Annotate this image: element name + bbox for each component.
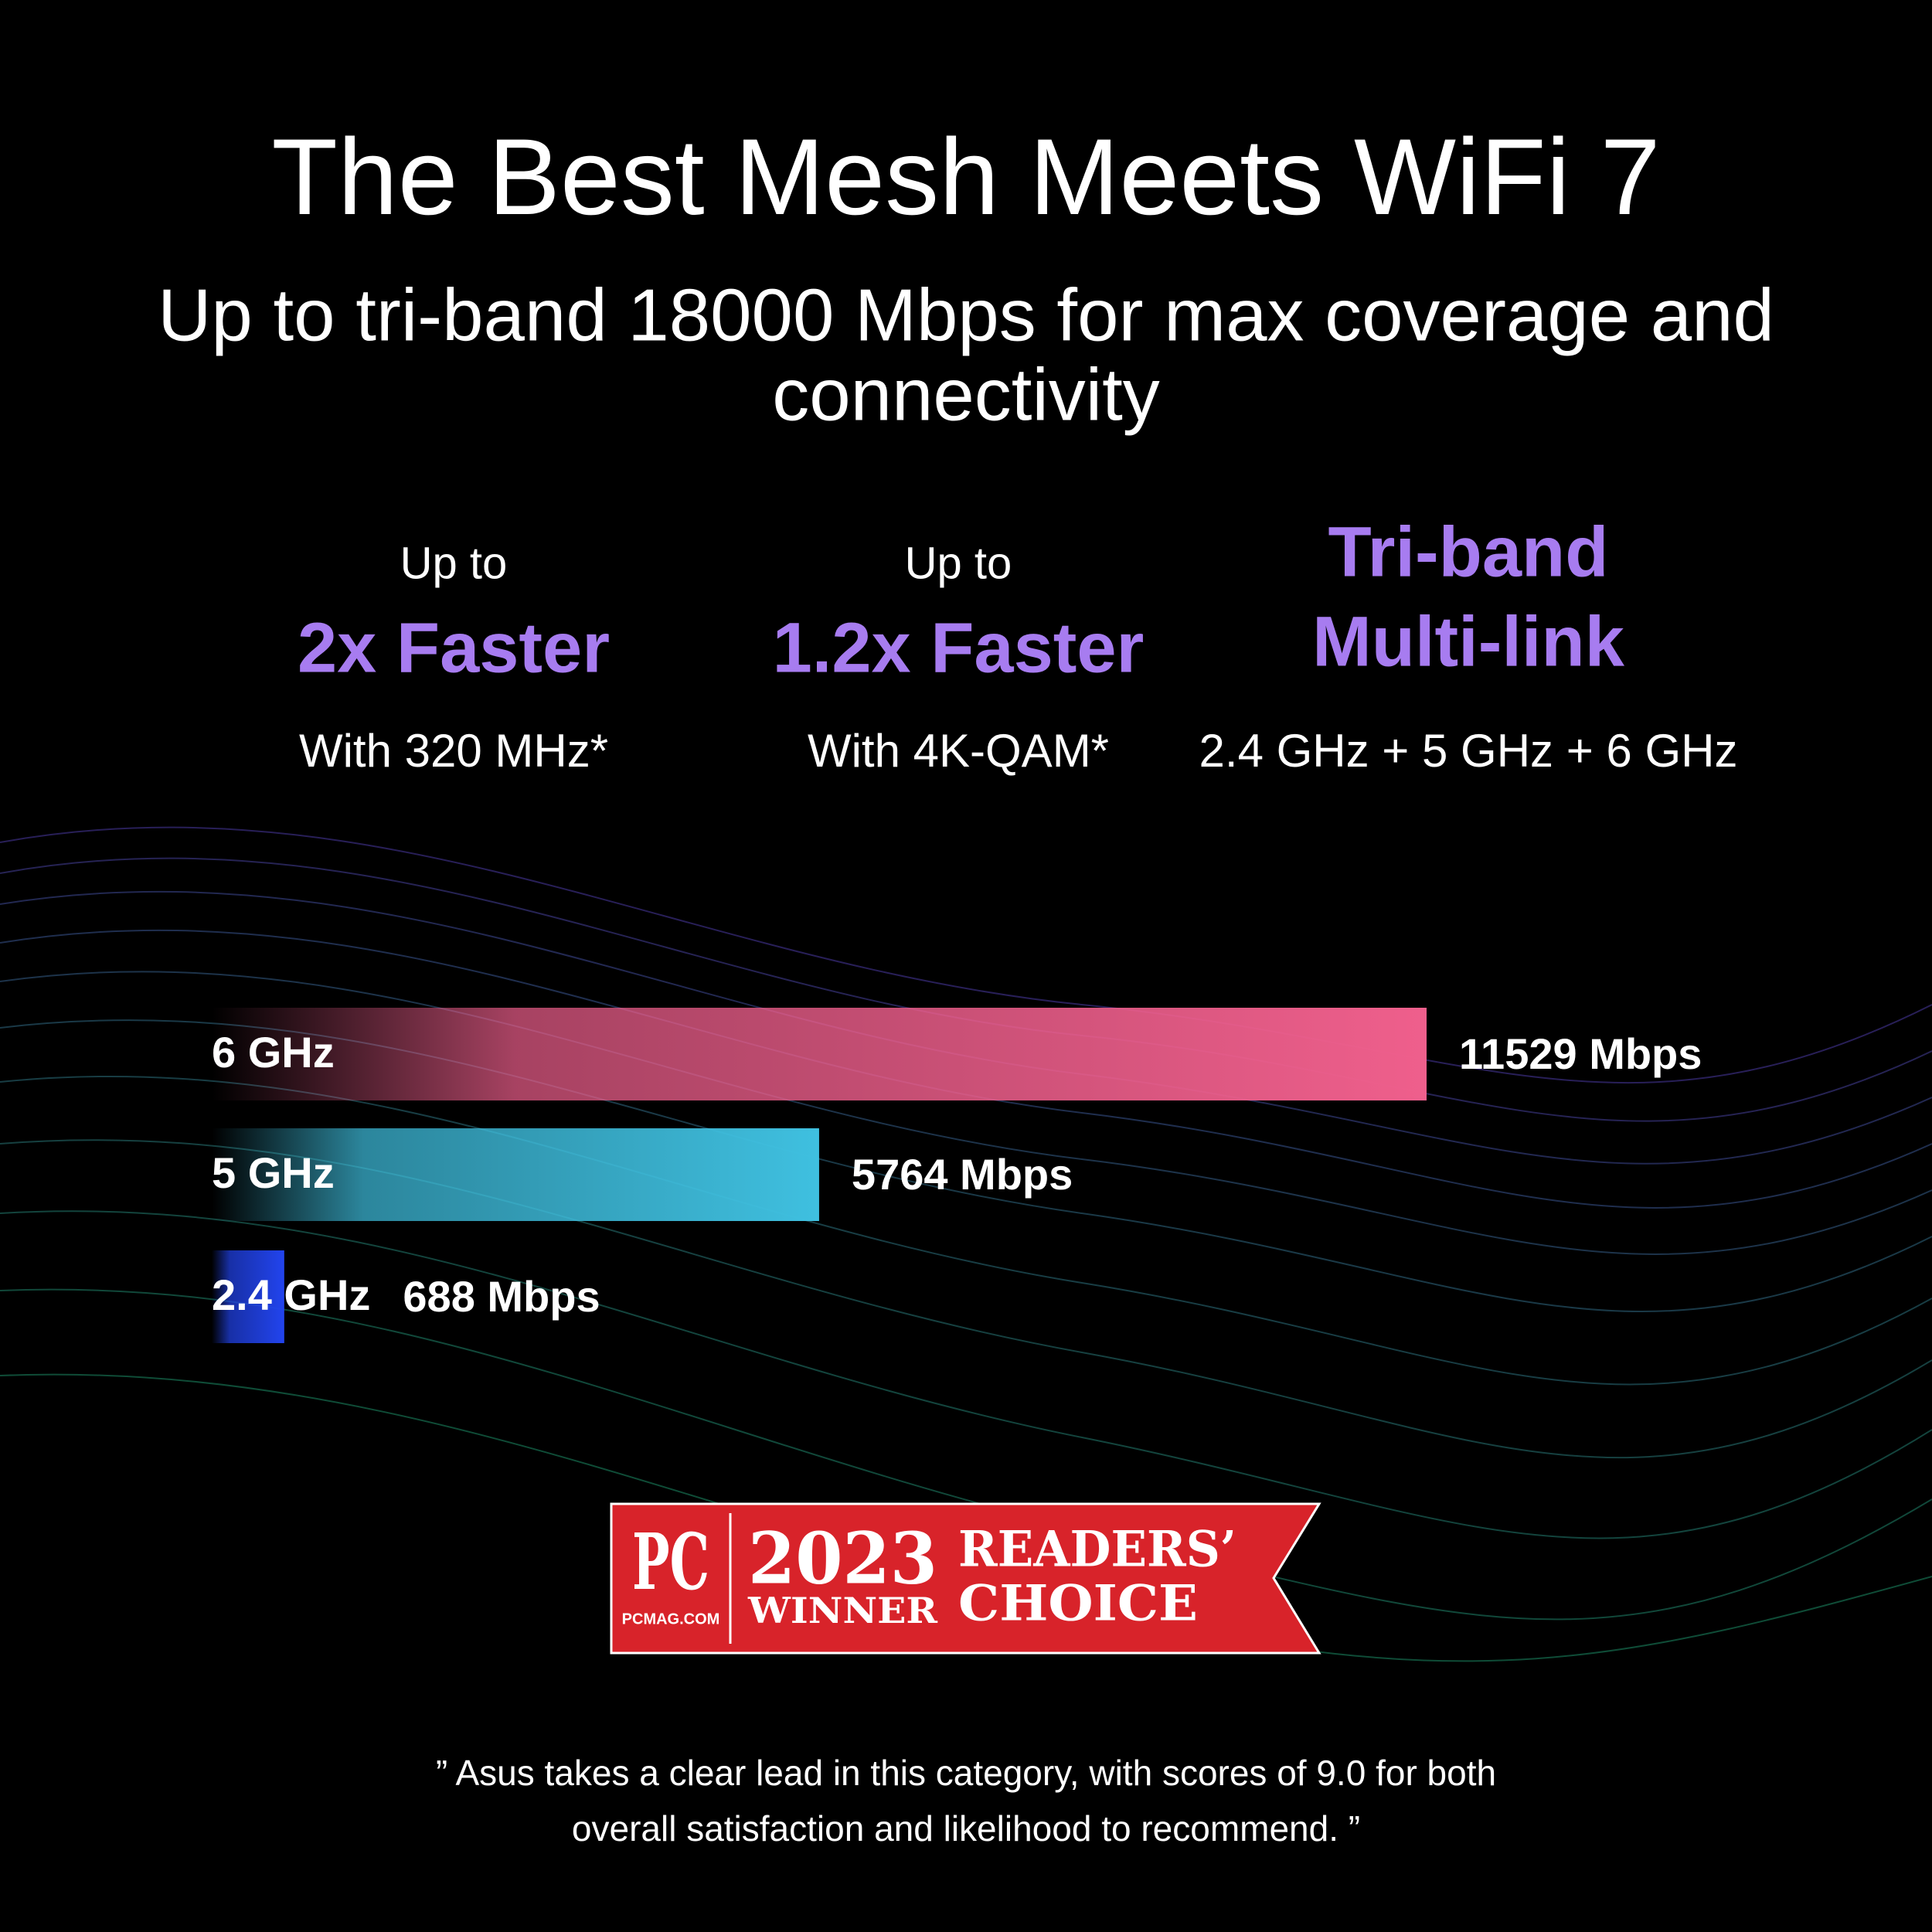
bar [212, 1128, 819, 1221]
bar-label: 2.4 GHz [212, 1270, 370, 1319]
badge-award: READERS’ [958, 1521, 1236, 1579]
badge-award: CHOICE [958, 1575, 1198, 1633]
feature-headline: Multi-link [1312, 602, 1625, 681]
value-label: 688 Mbps [403, 1272, 600, 1321]
subtitle: Up to tri-band 18000 Mbps for max covera… [158, 274, 1774, 356]
badge-year: 2023 [748, 1517, 937, 1600]
quote: overall satisfaction and likelihood to r… [572, 1808, 1360, 1849]
feature-lead: Up to [400, 538, 508, 588]
bar [212, 1250, 284, 1343]
features: Up to 2x Faster With 320 MHz* Up to 1.2x Fas… [298, 512, 1737, 777]
subtitle: connectivity [772, 353, 1160, 436]
feature-detail: With 320 MHz* [299, 725, 608, 777]
feature-lead: Up to [905, 538, 1012, 588]
badge-winner: WINNER [747, 1590, 938, 1631]
speed-chart: 6 GHz 11529 Mbps 5 GHz 5764 Mbps 2.4 GHz 688 … [212, 1008, 1702, 1343]
value-label: 5764 Mbps [852, 1150, 1073, 1199]
bar [212, 1008, 1427, 1100]
quote: ” Asus takes a clear lead in this catego… [436, 1753, 1496, 1793]
award-badge: PC PCMAG.COM 2023 WINNER READERS’ CHOICE [610, 1502, 1321, 1655]
feature-headline: Tri-band [1328, 512, 1609, 591]
feature-headline: 2x Faster [298, 608, 610, 687]
value-label: 11529 Mbps [1459, 1029, 1702, 1078]
bar-label: 5 GHz [212, 1148, 335, 1197]
badge-logo: PC [632, 1516, 709, 1607]
feature-detail: With 4K-QAM* [808, 725, 1109, 777]
badge-site: PCMAG.COM [622, 1611, 720, 1628]
feature-headline: 1.2x Faster [773, 608, 1145, 687]
bar-label: 6 GHz [212, 1028, 335, 1077]
title: The Best Mesh Meets WiFi 7 [271, 116, 1660, 237]
feature-detail: 2.4 GHz + 5 GHz + 6 GHz [1199, 725, 1738, 777]
